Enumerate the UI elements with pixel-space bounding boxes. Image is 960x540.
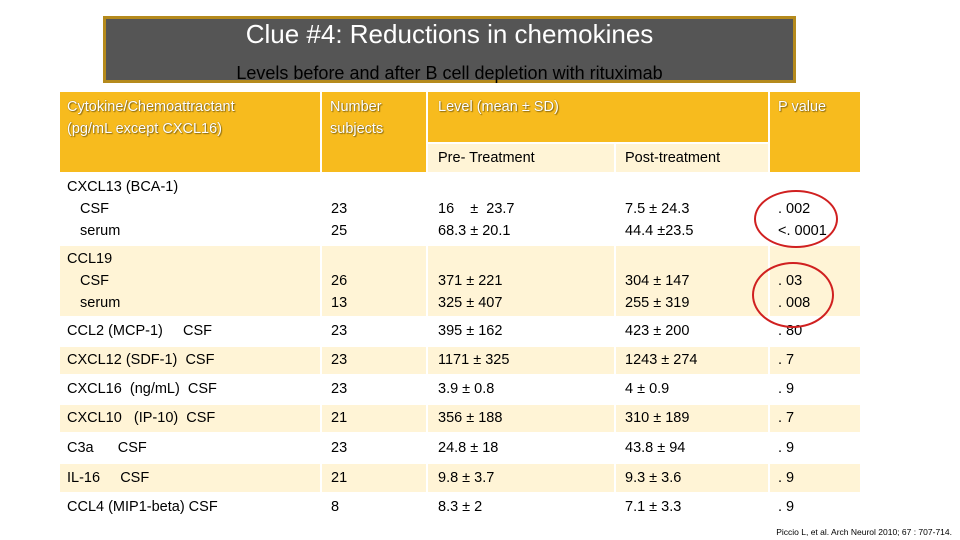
table-row <box>60 174 860 244</box>
column-divider <box>614 174 616 521</box>
row9-n: 8 <box>331 499 340 515</box>
citation: Piccio L, et al. Arch Neurol 2010; 67 : … <box>776 527 952 537</box>
row5-post: 4 ± 0.9 <box>625 381 670 397</box>
row2-name-line2: CSF <box>80 273 109 289</box>
row9-post: 7.1 ± 3.3 <box>625 499 682 515</box>
row2-n-csf: 26 <box>331 273 348 289</box>
row3-n: 23 <box>331 323 348 339</box>
column-divider <box>768 174 770 521</box>
row2-post-serum: 255 ± 319 <box>625 295 690 311</box>
column-divider <box>320 174 322 521</box>
row7-post: 43.8 ± 94 <box>625 440 686 456</box>
row4-pre: 1171 ± 325 <box>438 352 510 368</box>
table-row <box>60 494 860 521</box>
header-cytokine-line2: (pg/mL except CXCL16) <box>67 121 223 137</box>
header-pvalue-text: P value <box>778 99 827 115</box>
table-row <box>60 246 860 316</box>
row2-pre-serum: 325 ± 407 <box>438 295 503 311</box>
row1-post-serum: 44.4 ±23.5 <box>625 223 694 239</box>
header-level-text: Level (mean ± SD) <box>438 99 559 115</box>
row2-post-csf: 304 ± 147 <box>625 273 690 289</box>
table-row <box>60 464 860 492</box>
column-divider <box>426 174 428 521</box>
row4-p: . 7 <box>778 352 795 368</box>
table-row <box>60 434 860 462</box>
row5-pre: 3.9 ± 0.8 <box>438 381 495 397</box>
row3-post: 423 ± 200 <box>625 323 690 339</box>
header-number-line2: subjects <box>330 121 384 137</box>
header-cytokine <box>60 92 320 172</box>
row1-n-csf: 23 <box>331 201 348 217</box>
row8-name: IL-16 CSF <box>67 470 150 486</box>
header-pvalue <box>770 92 860 172</box>
row2-name-line3: serum <box>80 295 121 311</box>
row5-n: 23 <box>331 381 348 397</box>
table-row <box>60 405 860 432</box>
row1-name-line2: CSF <box>80 201 109 217</box>
row8-pre: 9.8 ± 3.7 <box>438 470 495 486</box>
row1-pre-serum: 68.3 ± 20.1 <box>438 223 511 239</box>
row1-post-csf: 7.5 ± 24.3 <box>625 201 690 217</box>
subheader-pre <box>428 144 614 172</box>
header-number-line1: Number <box>330 99 382 115</box>
row6-pre: 356 ± 188 <box>438 410 503 426</box>
title-box: Clue #4: Reductions in chemokines Levels… <box>103 16 796 83</box>
highlight-circle-cxcl13 <box>754 190 838 248</box>
row1-name-line1: CXCL13 (BCA-1) <box>67 179 179 195</box>
row4-post: 1243 ± 274 <box>625 352 698 368</box>
table-row <box>60 318 860 345</box>
row8-n: 21 <box>331 470 348 486</box>
row7-n: 23 <box>331 440 348 456</box>
header-cytokine-line1: Cytokine/Chemoattractant <box>67 99 235 115</box>
row3-pre: 395 ± 162 <box>438 323 503 339</box>
row7-name: C3a CSF <box>67 440 147 456</box>
table-row <box>60 376 860 403</box>
row9-pre: 8.3 ± 2 <box>438 499 483 515</box>
row9-p: . 9 <box>778 499 795 515</box>
row6-n: 21 <box>331 410 348 426</box>
row7-p: . 9 <box>778 440 795 456</box>
row5-p: . 9 <box>778 381 795 397</box>
row2-n-serum: 13 <box>331 295 348 311</box>
row8-p: . 9 <box>778 470 795 486</box>
subheader-post-text: Post-treatment <box>625 150 721 166</box>
row8-post: 9.3 ± 3.6 <box>625 470 682 486</box>
row4-n: 23 <box>331 352 348 368</box>
subheader-post <box>616 144 768 172</box>
row2-name-line1: CCL19 <box>67 251 113 267</box>
row1-name-line3: serum <box>80 223 121 239</box>
header-number <box>322 92 426 172</box>
row5-name: CXCL16 (ng/mL) CSF <box>67 381 217 397</box>
row4-name: CXCL12 (SDF-1) CSF <box>67 352 215 368</box>
slide-title: Clue #4: Reductions in chemokines <box>245 19 654 49</box>
row6-p: . 7 <box>778 410 795 426</box>
row6-name: CXCL10 (IP-10) CSF <box>67 410 216 426</box>
slide-subtitle: Levels before and after B cell depletion… <box>236 63 663 83</box>
row6-post: 310 ± 189 <box>625 410 690 426</box>
row1-pre-csf: 16 ± 23.7 <box>438 201 515 217</box>
highlight-circle-ccl19 <box>752 262 834 328</box>
row1-n-serum: 25 <box>331 223 348 239</box>
header-level <box>428 92 768 142</box>
row7-pre: 24.8 ± 18 <box>438 440 499 456</box>
row2-pre-csf: 371 ± 221 <box>438 273 503 289</box>
table-row <box>60 347 860 374</box>
row3-name: CCL2 (MCP-1) CSF <box>67 323 213 339</box>
subheader-pre-text: Pre- Treatment <box>438 150 535 166</box>
row9-name: CCL4 (MIP1-beta) CSF <box>67 499 218 515</box>
